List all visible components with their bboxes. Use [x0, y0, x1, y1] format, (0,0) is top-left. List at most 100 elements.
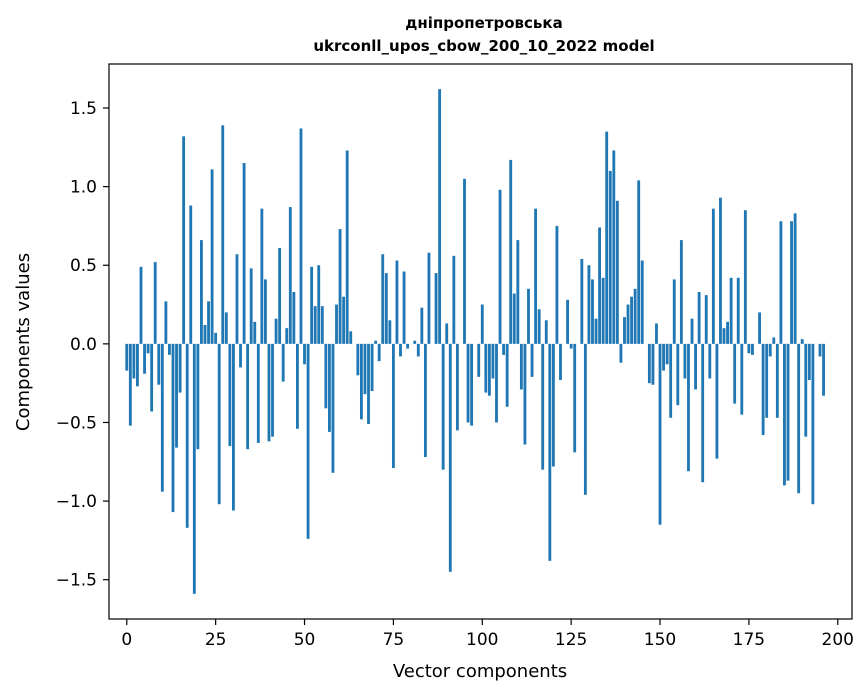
- bar: [775, 343, 779, 418]
- bar: [374, 340, 378, 344]
- bar: [715, 343, 719, 459]
- bar: [566, 299, 570, 344]
- bar: [384, 273, 388, 344]
- bar: [697, 291, 701, 344]
- bar: [317, 265, 321, 344]
- x-tick-label: 75: [383, 630, 405, 650]
- bar: [519, 343, 523, 390]
- bar: [455, 343, 459, 431]
- bar: [423, 343, 427, 458]
- bar: [583, 343, 587, 495]
- bar: [729, 277, 733, 344]
- bar: [391, 343, 395, 469]
- x-axis: 0 25 50 75 100 125 150 175 200: [121, 619, 854, 650]
- bar: [797, 343, 801, 494]
- bar: [136, 343, 139, 387]
- bar: [619, 343, 623, 363]
- bar: [438, 89, 442, 344]
- bar: [793, 213, 797, 344]
- bar: [210, 169, 214, 344]
- bar: [665, 343, 669, 365]
- bar: [555, 225, 559, 344]
- bar: [726, 321, 729, 344]
- bar: [132, 343, 136, 379]
- bar: [395, 260, 399, 344]
- bar: [658, 343, 662, 525]
- bar: [413, 340, 417, 344]
- bar: [498, 189, 502, 344]
- bar: [669, 343, 673, 418]
- bar: [662, 343, 665, 371]
- bar: [637, 180, 641, 344]
- bar: [416, 343, 420, 357]
- bar: [704, 295, 708, 344]
- bar: [477, 343, 481, 377]
- y-tick-label: 0.0: [70, 335, 97, 355]
- bar: [256, 343, 260, 443]
- y-tick-label: 1.0: [70, 178, 97, 198]
- bar: [452, 255, 456, 344]
- bar: [690, 318, 694, 344]
- bar: [150, 343, 154, 412]
- bar: [804, 343, 808, 437]
- bar: [349, 331, 353, 344]
- bar: [242, 163, 246, 344]
- bar: [292, 291, 296, 344]
- bar: [495, 343, 498, 423]
- bar: [359, 343, 363, 420]
- bar: [260, 208, 264, 344]
- bar: [608, 170, 612, 344]
- chart-subtitle: ukrconll_upos_cbow_200_10_2022 model: [313, 37, 654, 55]
- bar: [466, 343, 470, 423]
- bar: [217, 343, 221, 505]
- bar: [356, 343, 360, 376]
- bar: [399, 343, 402, 357]
- bar: [200, 240, 203, 344]
- bar: [335, 304, 338, 344]
- bar: [647, 343, 651, 384]
- bar: [573, 343, 577, 453]
- bar: [779, 221, 783, 344]
- bar: [708, 343, 712, 379]
- bar: [406, 343, 410, 349]
- bar: [445, 323, 449, 344]
- bar: [377, 343, 381, 362]
- bar: [683, 343, 687, 379]
- bar: [139, 266, 143, 344]
- bar: [367, 343, 370, 425]
- bar: [281, 343, 285, 382]
- bar: [235, 254, 239, 344]
- x-tick-label: 50: [294, 630, 316, 650]
- bar: [441, 343, 445, 470]
- bar: [530, 343, 534, 377]
- bar: [711, 208, 715, 344]
- bar: [192, 343, 196, 594]
- bar: [672, 279, 676, 344]
- x-tick-label: 200: [822, 630, 854, 650]
- bar: [601, 277, 605, 344]
- bar: [623, 317, 626, 344]
- bar: [370, 343, 374, 392]
- bar: [694, 343, 697, 390]
- bar: [274, 318, 278, 344]
- bar: [591, 279, 594, 344]
- bar: [207, 301, 210, 344]
- bar: [153, 262, 157, 344]
- bar: [434, 273, 438, 344]
- bar: [537, 309, 541, 344]
- bar: [676, 343, 680, 406]
- x-tick-label: 125: [555, 630, 587, 650]
- bar: [719, 197, 722, 344]
- bar: [747, 343, 751, 354]
- bar: [626, 304, 630, 344]
- bar: [701, 343, 705, 483]
- bar: [196, 343, 200, 450]
- bar: [541, 343, 545, 470]
- bar: [580, 258, 584, 344]
- y-axis-label: Components values: [13, 253, 34, 431]
- bar: [214, 332, 218, 344]
- bar: [551, 343, 555, 467]
- bar: [768, 343, 772, 357]
- bar: [303, 343, 306, 365]
